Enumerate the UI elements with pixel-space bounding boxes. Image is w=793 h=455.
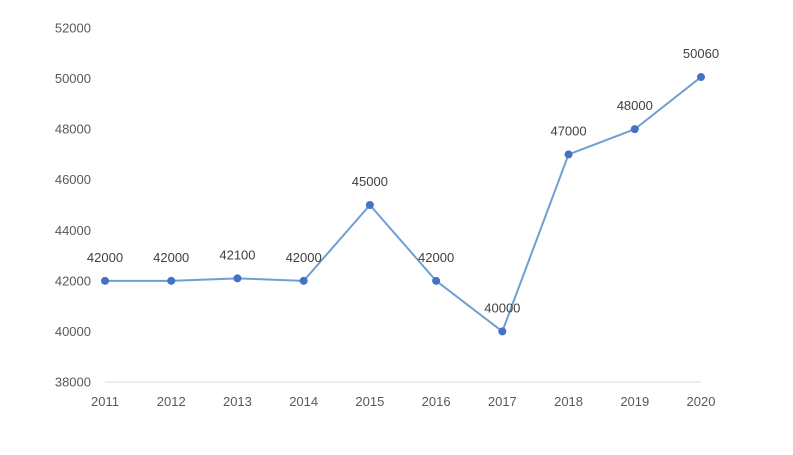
data-label: 40000 — [484, 300, 520, 315]
data-label: 42000 — [286, 250, 322, 265]
data-point — [630, 125, 639, 134]
y-tick-label: 40000 — [55, 324, 91, 339]
data-points — [101, 73, 705, 336]
data-point — [498, 327, 507, 336]
x-tick-label: 2019 — [620, 394, 649, 409]
y-tick-label: 48000 — [55, 122, 91, 137]
x-tick-label: 2020 — [687, 394, 716, 409]
data-point — [233, 274, 242, 283]
data-label: 42000 — [87, 250, 123, 265]
y-tick-label: 50000 — [55, 71, 91, 86]
data-point — [697, 73, 705, 82]
data-label: 50060 — [683, 46, 719, 61]
data-point — [564, 150, 573, 159]
x-tick-label: 2017 — [488, 394, 517, 409]
x-tick-label: 2016 — [422, 394, 451, 409]
x-tick-label: 2012 — [157, 394, 186, 409]
y-tick-label: 52000 — [55, 21, 91, 36]
data-point — [101, 276, 109, 285]
x-tick-label: 2018 — [554, 394, 583, 409]
x-tick-label: 2014 — [289, 394, 318, 409]
data-label: 48000 — [617, 98, 653, 113]
y-tick-label: 44000 — [55, 223, 91, 238]
data-label: 47000 — [550, 123, 586, 138]
x-tick-label: 2013 — [223, 394, 252, 409]
y-tick-label: 42000 — [55, 273, 91, 288]
data-label: 42100 — [219, 247, 255, 262]
series-line — [105, 76, 702, 333]
data-label: 45000 — [352, 174, 388, 189]
data-labels: 42000 42000 42100 42000 45000 42000 40000 47000… — [87, 46, 719, 315]
data-point — [432, 276, 441, 285]
x-axis-ticks: 2011 2012 2013 2014 2015 2016 2017 2018 2019 2020 — [91, 394, 715, 409]
y-axis-ticks: 38000 40000 42000 44000 46000 48000 50000 52000 — [55, 21, 91, 390]
data-label: 42000 — [418, 250, 454, 265]
y-tick-label: 46000 — [55, 172, 91, 187]
data-point — [365, 201, 374, 209]
data-point — [299, 276, 308, 285]
data-label: 42000 — [153, 250, 189, 265]
x-tick-label: 2015 — [355, 394, 384, 409]
y-tick-label: 38000 — [55, 375, 91, 390]
x-tick-label: 2011 — [91, 394, 119, 409]
data-point — [167, 276, 176, 285]
